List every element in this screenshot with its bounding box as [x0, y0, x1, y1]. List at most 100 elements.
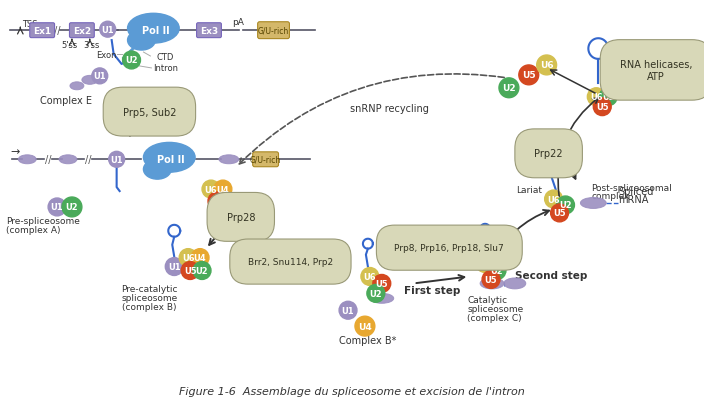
- Circle shape: [100, 22, 115, 38]
- Text: 5'ss: 5'ss: [62, 41, 78, 49]
- Text: U4: U4: [217, 185, 230, 194]
- Text: Lariat: Lariat: [516, 185, 542, 194]
- Text: Second step: Second step: [515, 271, 587, 281]
- Circle shape: [499, 79, 519, 99]
- Circle shape: [48, 198, 66, 217]
- Text: CTD: CTD: [156, 53, 174, 61]
- Circle shape: [108, 152, 125, 168]
- Circle shape: [181, 262, 199, 280]
- Text: Prp22: Prp22: [534, 149, 563, 159]
- Text: U1: U1: [111, 156, 123, 164]
- Ellipse shape: [580, 198, 606, 209]
- Text: →: →: [11, 147, 20, 157]
- Circle shape: [208, 192, 226, 211]
- Text: Pol II: Pol II: [158, 155, 185, 165]
- Text: //: //: [54, 26, 61, 36]
- Text: //: //: [84, 155, 91, 165]
- Text: U2: U2: [370, 289, 382, 298]
- Ellipse shape: [59, 156, 77, 164]
- Text: RNA helicases,
ATP: RNA helicases, ATP: [620, 60, 692, 81]
- Ellipse shape: [127, 14, 180, 44]
- Circle shape: [536, 56, 557, 76]
- Text: U2: U2: [602, 93, 615, 102]
- Text: snRNP recycling: snRNP recycling: [351, 103, 429, 113]
- Text: U5: U5: [485, 275, 497, 284]
- Circle shape: [202, 181, 220, 198]
- Text: Pol II: Pol II: [142, 26, 169, 36]
- Text: U2: U2: [559, 201, 572, 210]
- Text: U6: U6: [540, 61, 553, 70]
- Text: U1: U1: [51, 203, 63, 212]
- Text: G/U-rich: G/U-rich: [250, 156, 281, 164]
- Text: U5: U5: [210, 197, 223, 206]
- Text: U6: U6: [590, 93, 603, 102]
- Circle shape: [587, 89, 605, 106]
- Circle shape: [551, 205, 569, 222]
- Text: Post-spliceosomal: Post-spliceosomal: [591, 183, 672, 192]
- Ellipse shape: [70, 83, 84, 91]
- Text: //: //: [45, 155, 51, 165]
- Circle shape: [599, 89, 617, 106]
- Text: mRNA: mRNA: [618, 194, 648, 205]
- Text: Intron: Intron: [153, 64, 178, 73]
- Text: U2: U2: [125, 56, 138, 65]
- FancyBboxPatch shape: [30, 24, 55, 38]
- Circle shape: [545, 190, 562, 209]
- Text: (complex A): (complex A): [6, 226, 61, 235]
- Text: Ex3: Ex3: [200, 26, 218, 36]
- Text: Ex1: Ex1: [33, 26, 51, 36]
- Circle shape: [373, 275, 391, 293]
- Circle shape: [339, 302, 357, 319]
- Ellipse shape: [504, 278, 526, 289]
- FancyBboxPatch shape: [196, 24, 222, 38]
- Circle shape: [62, 198, 82, 217]
- Circle shape: [92, 69, 108, 85]
- Ellipse shape: [127, 31, 156, 51]
- Circle shape: [214, 181, 232, 198]
- Circle shape: [122, 52, 141, 70]
- Circle shape: [165, 258, 183, 276]
- Text: U4: U4: [194, 253, 206, 262]
- Text: U5: U5: [375, 279, 388, 288]
- Text: Brr2, Snu114, Prp2: Brr2, Snu114, Prp2: [248, 257, 333, 266]
- Text: Exon: Exon: [96, 51, 117, 59]
- Text: U5: U5: [184, 266, 196, 275]
- Text: Prp5, Sub2: Prp5, Sub2: [122, 107, 176, 117]
- Ellipse shape: [370, 294, 394, 304]
- Text: U5: U5: [553, 209, 566, 218]
- Text: U1: U1: [341, 306, 354, 315]
- Ellipse shape: [82, 76, 98, 85]
- Text: complex: complex: [591, 191, 630, 200]
- Text: U2: U2: [491, 266, 503, 275]
- Text: U5: U5: [596, 103, 608, 112]
- Text: Complex E: Complex E: [40, 95, 92, 105]
- Ellipse shape: [219, 156, 239, 164]
- Circle shape: [557, 196, 574, 215]
- Text: First step: First step: [403, 286, 460, 296]
- Text: U6: U6: [547, 195, 560, 204]
- Circle shape: [367, 285, 385, 302]
- Text: Ex2: Ex2: [73, 26, 91, 36]
- Text: (complex B): (complex B): [122, 302, 176, 311]
- Text: U2: U2: [65, 203, 78, 212]
- Text: spliceosome: spliceosome: [122, 293, 178, 302]
- FancyBboxPatch shape: [258, 23, 289, 40]
- Circle shape: [361, 268, 379, 286]
- Text: G/U-rich: G/U-rich: [258, 26, 289, 36]
- Circle shape: [355, 316, 375, 336]
- Text: Pre-catalytic: Pre-catalytic: [122, 284, 178, 293]
- Circle shape: [180, 249, 197, 267]
- Ellipse shape: [144, 160, 171, 180]
- Ellipse shape: [144, 143, 195, 173]
- Circle shape: [519, 66, 539, 85]
- FancyBboxPatch shape: [253, 152, 279, 167]
- Ellipse shape: [480, 278, 504, 289]
- Circle shape: [191, 249, 209, 267]
- Text: U2: U2: [502, 84, 516, 93]
- Text: U6: U6: [479, 259, 491, 268]
- Text: U4: U4: [358, 322, 372, 331]
- FancyBboxPatch shape: [70, 24, 94, 38]
- Text: U5: U5: [522, 71, 536, 80]
- Circle shape: [476, 255, 494, 273]
- Text: U6: U6: [205, 185, 218, 194]
